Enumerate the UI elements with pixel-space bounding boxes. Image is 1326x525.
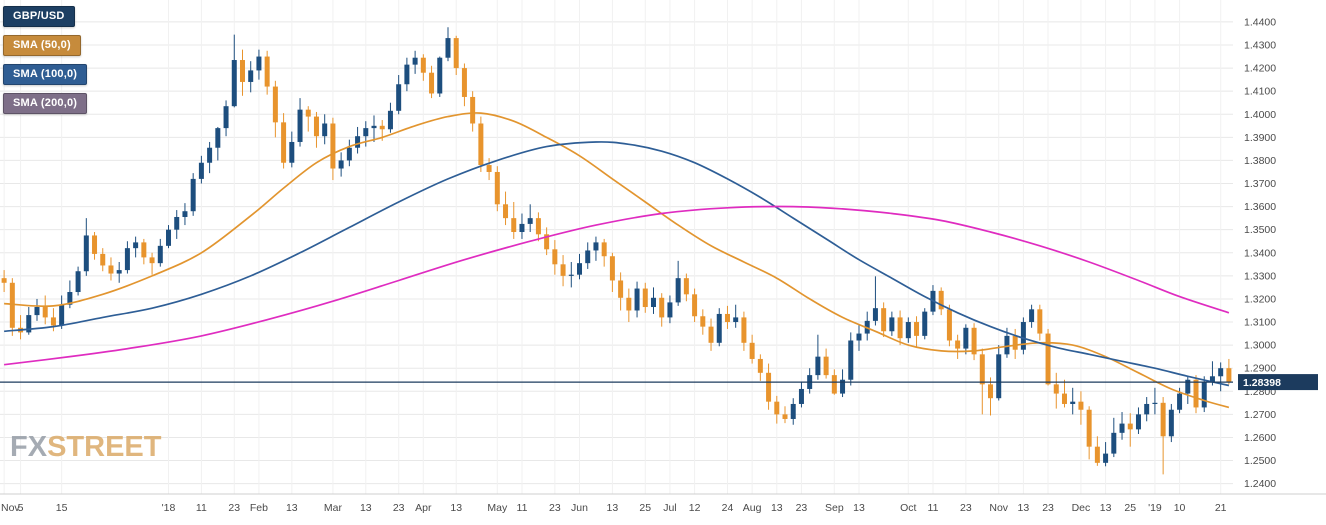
svg-text:23: 23 <box>393 502 405 514</box>
legend-item-sma-50[interactable]: SMA (50,0) <box>3 35 81 56</box>
svg-text:1.28398: 1.28398 <box>1243 377 1281 389</box>
svg-text:1.3700: 1.3700 <box>1244 178 1276 190</box>
svg-text:25: 25 <box>1124 502 1136 514</box>
svg-text:24: 24 <box>722 502 734 514</box>
svg-text:13: 13 <box>853 502 865 514</box>
svg-text:23: 23 <box>228 502 240 514</box>
svg-text:11: 11 <box>517 502 528 514</box>
sma-lines <box>4 112 1230 409</box>
legend-item-label: SMA (200,0) <box>13 97 78 109</box>
legend-item-sma-200[interactable]: SMA (200,0) <box>3 93 88 114</box>
svg-text:Dec: Dec <box>1072 502 1091 514</box>
svg-text:13: 13 <box>360 502 372 514</box>
svg-text:Mar: Mar <box>324 502 343 514</box>
svg-text:'18: '18 <box>162 502 176 514</box>
svg-text:1.3100: 1.3100 <box>1244 317 1276 329</box>
svg-text:Nov: Nov <box>989 502 1008 514</box>
svg-text:1.4300: 1.4300 <box>1244 40 1276 52</box>
current-price-marker: 1.28398 <box>0 374 1318 391</box>
svg-text:1.2900: 1.2900 <box>1244 363 1276 375</box>
svg-text:1.2600: 1.2600 <box>1244 432 1276 444</box>
svg-text:1.2400: 1.2400 <box>1244 478 1276 490</box>
svg-text:23: 23 <box>549 502 561 514</box>
svg-text:13: 13 <box>286 502 298 514</box>
svg-text:13: 13 <box>1018 502 1030 514</box>
legend-item-label: SMA (50,0) <box>13 39 71 51</box>
svg-text:1.3200: 1.3200 <box>1244 293 1276 305</box>
svg-text:1.2500: 1.2500 <box>1244 455 1276 467</box>
svg-text:25: 25 <box>639 502 651 514</box>
svg-text:Oct: Oct <box>900 502 916 514</box>
svg-text:13: 13 <box>450 502 462 514</box>
svg-text:Jul: Jul <box>663 502 676 514</box>
candles-layer[interactable] <box>1 27 1232 475</box>
legend-item-gbpusd[interactable]: GBP/USD <box>3 6 75 27</box>
svg-text:1.4400: 1.4400 <box>1244 16 1276 28</box>
svg-text:1.3900: 1.3900 <box>1244 132 1276 144</box>
legend-item-label: GBP/USD <box>13 10 65 22</box>
svg-text:Jun: Jun <box>571 502 588 514</box>
legend-item-label: SMA (100,0) <box>13 68 78 80</box>
svg-text:11: 11 <box>928 502 939 514</box>
sma-200-line <box>4 205 1230 366</box>
svg-text:Sep: Sep <box>825 502 844 514</box>
svg-text:13: 13 <box>771 502 783 514</box>
svg-text:23: 23 <box>960 502 972 514</box>
fxstreet-logo-street: STREET <box>47 431 162 463</box>
svg-text:May: May <box>487 502 508 514</box>
svg-text:11: 11 <box>196 502 207 514</box>
chart-legend: GBP/USD SMA (50,0) SMA (100,0) SMA (200,… <box>3 6 88 114</box>
svg-text:10: 10 <box>1174 502 1186 514</box>
fxstreet-logo-fx: FX <box>10 431 48 463</box>
price-axis-labels: 1.4400 1.4300 1.4200 1.4100 1.4000 1.3900 1.38… <box>1244 16 1276 490</box>
svg-text:1.2700: 1.2700 <box>1244 409 1276 421</box>
svg-text:Nov: Nov <box>1 502 20 514</box>
sma-50-line <box>4 112 1230 409</box>
fxstreet-logo: FXSTREET <box>10 431 161 464</box>
svg-text:1.4200: 1.4200 <box>1244 63 1276 75</box>
legend-item-sma-100[interactable]: SMA (100,0) <box>3 64 88 85</box>
svg-text:23: 23 <box>1042 502 1054 514</box>
svg-text:15: 15 <box>56 502 68 514</box>
svg-text:1.3300: 1.3300 <box>1244 270 1276 282</box>
svg-text:Apr: Apr <box>415 502 432 514</box>
svg-text:12: 12 <box>689 502 701 514</box>
svg-text:1.4000: 1.4000 <box>1244 109 1276 121</box>
svg-text:13: 13 <box>1100 502 1112 514</box>
svg-text:13: 13 <box>607 502 619 514</box>
svg-text:5: 5 <box>18 502 24 514</box>
svg-text:1.3800: 1.3800 <box>1244 155 1276 167</box>
svg-text:Aug: Aug <box>743 502 762 514</box>
svg-text:'19: '19 <box>1148 502 1162 514</box>
svg-text:1.4100: 1.4100 <box>1244 86 1276 98</box>
svg-text:1.3400: 1.3400 <box>1244 247 1276 259</box>
svg-text:21: 21 <box>1215 502 1227 514</box>
svg-text:1.3600: 1.3600 <box>1244 201 1276 213</box>
svg-text:1.3500: 1.3500 <box>1244 224 1276 236</box>
svg-text:1.3000: 1.3000 <box>1244 340 1276 352</box>
grid-lines <box>0 0 1326 495</box>
sma-100-line <box>4 141 1230 387</box>
svg-text:23: 23 <box>796 502 808 514</box>
svg-text:Feb: Feb <box>250 502 268 514</box>
